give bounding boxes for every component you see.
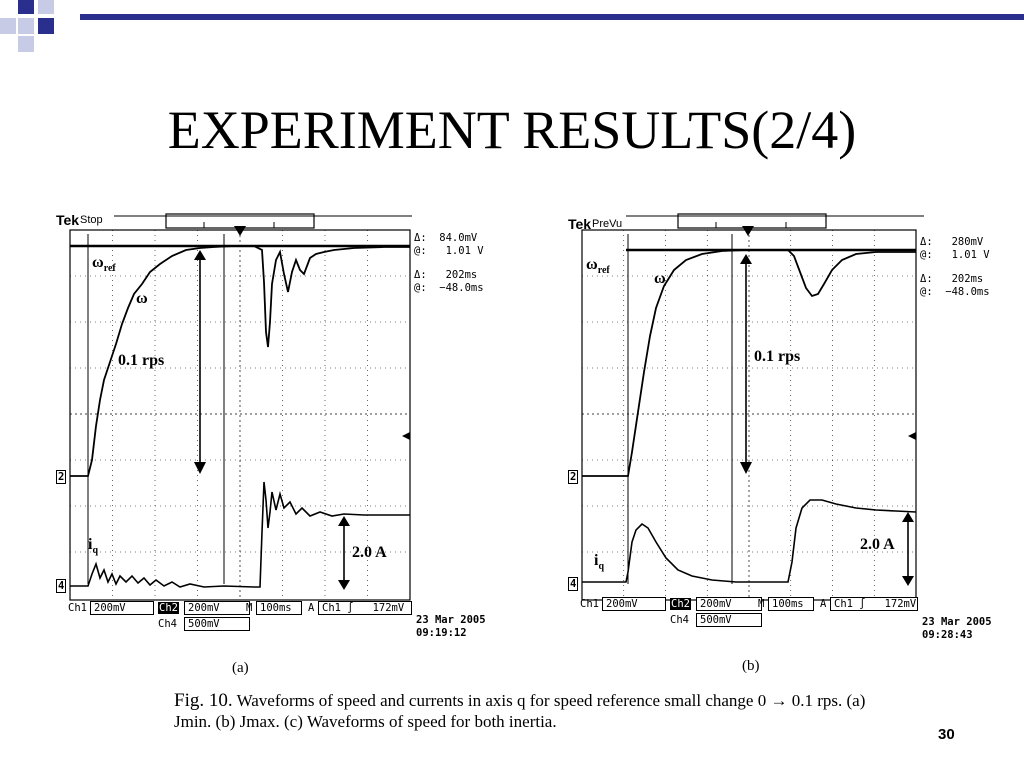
scope-a-omega-ref-label: ωref: [92, 254, 116, 275]
scope-a-current-label: iq: [88, 536, 99, 557]
scope-a-speed-step-label: 0.1 rps: [118, 352, 165, 369]
scope-a-ch4-label: Ch4: [158, 618, 177, 630]
scope-a-ch1-label: Ch1: [68, 602, 87, 614]
scope-b-time-value: 100ms: [768, 597, 814, 611]
scope-b-trig-value: Ch1 ∫ 172mV: [830, 597, 918, 611]
scope-a-delta-t: Δ: 202ms: [414, 269, 478, 281]
header-rule: [80, 14, 1024, 20]
scope-b-ch4-label: Ch4: [670, 614, 689, 626]
oscilloscope-screenshot-b: Tek PreVu Δ: 280mV @: 1.01 V Δ: 202ms @:…: [566, 212, 1016, 652]
scope-b-ch1-value: 200mV: [602, 597, 666, 611]
scope-a-mode: Stop: [80, 214, 103, 226]
scope-b-date: 23 Mar 2005: [922, 616, 992, 628]
page-number: 30: [938, 726, 955, 743]
oscilloscope-screenshot-a: Tek Stop Δ: 84.0mV @: 1.01 V Δ: 202ms @:…: [54, 212, 504, 652]
scope-a-delta-v: Δ: 84.0mV: [414, 232, 478, 244]
scope-a-trig-value: Ch1 ∫ 172mV: [318, 601, 412, 615]
scope-b-ch2-label: Ch2: [670, 598, 691, 610]
scope-b-at-t: @: −48.0ms: [920, 286, 990, 298]
scope-b-ch4-value: 500mV: [696, 613, 762, 627]
scope-a-trig-label: A: [308, 602, 315, 614]
scope-b-current-step-label: 2.0 A: [860, 536, 895, 553]
scope-b-time: 09:28:43: [922, 629, 973, 641]
scope-b-speed-step-label: 0.1 rps: [754, 348, 801, 365]
scope-b-time-label: M: [758, 598, 765, 610]
scope-a-ch4-value: 500mV: [184, 617, 250, 631]
scope-b-delta-t: Δ: 202ms: [920, 273, 984, 285]
scope-a-at-v: @: 1.01 V: [414, 245, 484, 257]
scope-a-ch2-label: Ch2: [158, 602, 179, 614]
scope-a-ch4-marker: 4: [56, 579, 67, 593]
scope-a-omega-label: ω: [136, 290, 148, 307]
scope-b-current-label: iq: [594, 552, 605, 573]
scope-b-brand: Tek: [568, 216, 592, 232]
scope-b-ch2-marker: 2: [568, 470, 579, 484]
figure-number: Fig. 10.: [174, 690, 233, 711]
scope-a-sublabel: (a): [232, 660, 249, 676]
scope-b-delta-v: Δ: 280mV: [920, 236, 984, 248]
scope-b-trig-label: A: [820, 598, 827, 610]
figure-caption: Fig. 10. Waveforms of speed and currents…: [174, 690, 874, 732]
scope-a-ch2-marker: 2: [56, 470, 67, 484]
scope-a-brand: Tek: [56, 212, 80, 228]
scope-a-time-value: 100ms: [256, 601, 302, 615]
scope-a-waveform-canvas: [69, 213, 412, 601]
scope-b-ch1-label: Ch1: [580, 598, 599, 610]
corner-squares-decoration: [0, 0, 54, 52]
scope-a-ch2-value: 200mV: [184, 601, 250, 615]
slide-title: EXPERIMENT RESULTS(2/4): [167, 100, 857, 160]
scope-a-current-step-label: 2.0 A: [352, 544, 387, 561]
scope-a-time-label: M: [246, 602, 253, 614]
scope-b-sublabel: (b): [742, 658, 760, 674]
scope-a-time: 09:19:12: [416, 627, 467, 639]
scope-b-omega-label: ω: [654, 270, 666, 287]
scope-a-ch1-value: 200mV: [90, 601, 154, 615]
scope-b-omega-ref-label: ωref: [586, 256, 610, 277]
scope-b-ch4-marker: 4: [568, 577, 579, 591]
scope-a-date: 23 Mar 2005: [416, 614, 486, 626]
scope-b-at-v: @: 1.01 V: [920, 249, 990, 261]
figure-caption-text: Waveforms of speed and currents in axis …: [174, 691, 866, 731]
scope-b-mode: PreVu: [592, 218, 623, 230]
scope-a-at-t: @: −48.0ms: [414, 282, 484, 294]
scope-b-ch2-value: 200mV: [696, 597, 762, 611]
